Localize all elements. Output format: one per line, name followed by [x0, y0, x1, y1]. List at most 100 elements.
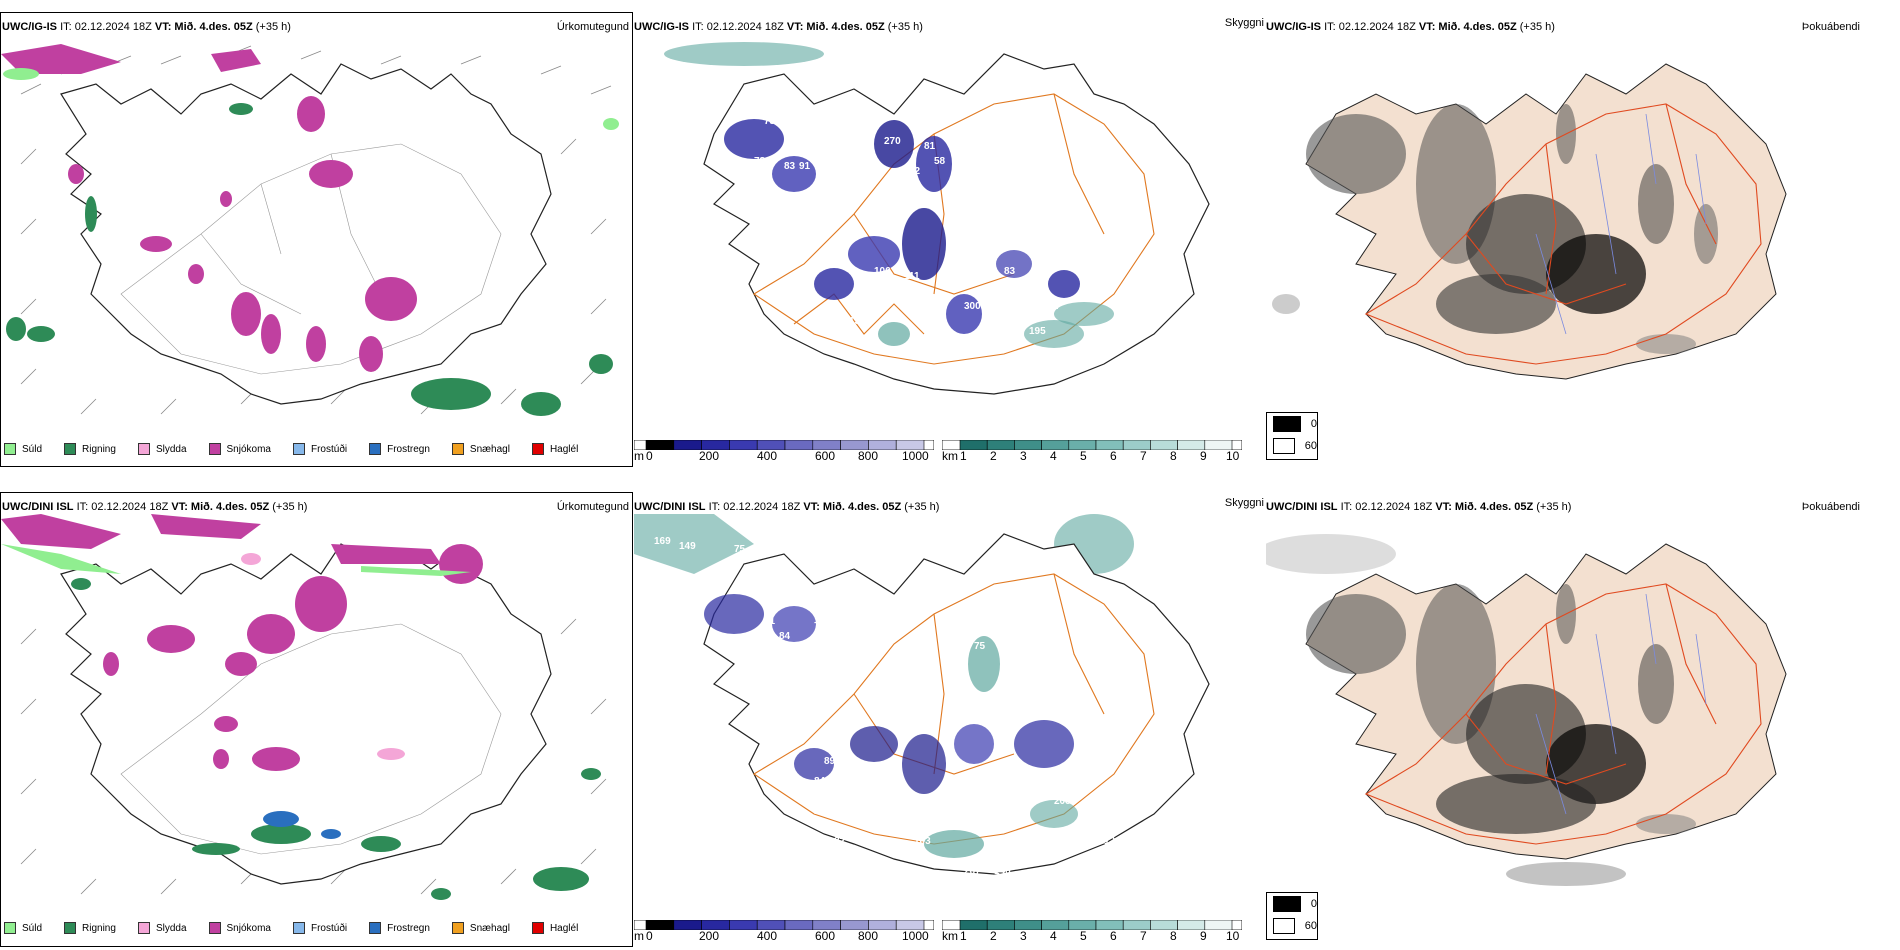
- cloud-base-label: 111: [904, 271, 920, 282]
- precip-map: [1, 514, 607, 900]
- drizzle-areas: [3, 68, 619, 130]
- cloud-base-label: 71: [764, 616, 776, 627]
- fog-panel-top: UWC/IG-IS IT: 02.12.2024 18Z VT: Mið. 4.…: [1266, 12, 1900, 467]
- cloud-base-label: 96: [964, 901, 976, 912]
- visibility-tick: 1: [960, 449, 967, 463]
- visibility-tick: 5: [1080, 929, 1087, 943]
- legend-label: Snjókoma: [226, 922, 271, 934]
- rivers: [1535, 593, 1707, 815]
- swatch: [451, 443, 464, 455]
- swatch: [369, 922, 382, 934]
- visibility-tick: 8: [1170, 449, 1177, 463]
- init-time: IT: 02.12.2024 18Z: [60, 21, 152, 33]
- valid-time: Mið. 4.des. 05Z: [1454, 501, 1534, 513]
- cloud-base-label: 78: [934, 316, 946, 327]
- precip-map: [1, 44, 619, 416]
- rivers: [1535, 113, 1707, 335]
- rain-areas: [6, 103, 613, 416]
- cloud-base-label: 75: [734, 544, 746, 555]
- lead-time: (+35 h): [1519, 21, 1555, 33]
- legend-label: Haglél: [549, 443, 579, 455]
- cloud-base-label: 190: [1114, 381, 1131, 392]
- legend-label: Frostúði: [310, 443, 348, 455]
- legend-label: Snæhagl: [469, 443, 510, 455]
- visibility-tick: 7: [1140, 929, 1147, 943]
- legend-item-sleet: Slydda: [137, 922, 187, 934]
- cloud-base-label: 12: [1104, 836, 1116, 847]
- cloud-base-label: 140: [994, 866, 1011, 877]
- legend-item-sleet: Slydda: [137, 443, 187, 455]
- swatch: [1273, 416, 1301, 432]
- swatch: [369, 443, 382, 455]
- swatch: [292, 443, 305, 455]
- cloud-base-label: 82: [834, 836, 846, 847]
- cloud-base-label: 83: [784, 161, 796, 172]
- cloud-base-label: 207: [934, 346, 951, 357]
- cloud-base-label: 84: [779, 631, 791, 642]
- legend-label: Snæhagl: [469, 922, 510, 934]
- fog-band: [634, 514, 754, 574]
- cloud-base-label: 84: [814, 776, 826, 787]
- legend-label: Rigning: [82, 922, 116, 934]
- cloud-panel-bottom: UWC/DINI ISL IT: 02.12.2024 18Z VT: Mið.…: [634, 492, 1264, 947]
- legend-item-rain: Rigning: [64, 443, 116, 455]
- cloud-base-label: 78: [944, 271, 956, 282]
- swatch: [208, 922, 221, 934]
- cloud-base-label: 132: [804, 141, 821, 152]
- ceiling-colorbar-strip: [634, 919, 935, 931]
- legend-label: Snjókoma: [226, 443, 271, 455]
- swatch: [64, 922, 77, 934]
- cloud-base-label: 110: [994, 376, 1011, 387]
- ceiling-unit: m: [634, 929, 644, 943]
- legend-label: Rigning: [82, 443, 116, 455]
- cloud-base-label: 91: [854, 866, 866, 877]
- cloud-base-label: 75: [974, 641, 986, 652]
- model-name: UWC/IG-IS: [1266, 21, 1321, 33]
- visibility-tick: 3: [1020, 929, 1027, 943]
- panel-right-title: Skyggni: [1224, 17, 1264, 29]
- swatch: [531, 443, 544, 455]
- panel-title: UWC/DINI ISL IT: 02.12.2024 18Z VT: Mið.…: [1266, 501, 1571, 513]
- legend-item-snow-pellets: Snæhagl: [451, 922, 510, 934]
- panel-title: UWC/IG-IS IT: 02.12.2024 18Z VT: Mið. 4.…: [1266, 21, 1555, 33]
- cloud-base-label: 75: [924, 396, 936, 407]
- rain-areas: [71, 578, 601, 900]
- panel-frame: [0, 492, 633, 947]
- cloud-base-label: 217: [1044, 301, 1061, 312]
- cloud-base-label: 182: [984, 786, 1001, 797]
- cloud-base-label: 267: [964, 866, 981, 877]
- ceiling-tick: 400: [757, 449, 778, 463]
- ceiling-unit: m: [634, 449, 644, 463]
- sleet-areas: [241, 553, 405, 760]
- swatch: [292, 922, 305, 934]
- visibility-colorbar: km 1 2 3 4 5 6 7 8 9 10: [941, 437, 1243, 467]
- visibility-tick: 3: [1020, 449, 1027, 463]
- fog-legend-row: 60: [1267, 435, 1317, 457]
- fog-legend-row: 0: [1267, 413, 1317, 435]
- cloud-base-label: 129: [884, 346, 901, 357]
- fog-map: [1272, 63, 1787, 380]
- cloud-base-label: 67: [1004, 781, 1016, 792]
- cloud-base-label: 123: [814, 806, 831, 817]
- visibility-tick: 2: [990, 449, 997, 463]
- swatch: [1273, 918, 1295, 934]
- legend-item-snow: Snjókoma: [208, 922, 271, 934]
- visibility-colorbar-strip: [941, 919, 1243, 931]
- drizzle-areas: [1, 544, 471, 576]
- cloud-base-label: 142: [924, 366, 941, 377]
- fog-shading: [1306, 584, 1696, 886]
- cloud-base-label: 178: [1054, 871, 1071, 882]
- cloud-base-label: 85: [784, 706, 796, 717]
- cloud-base-label: 89: [824, 756, 836, 767]
- fog-legend: 0 60: [1266, 892, 1318, 940]
- legend-item-snow-pellets: Snæhagl: [451, 443, 510, 455]
- fog-map: [1266, 534, 1787, 886]
- colorbar-segment: [729, 439, 758, 451]
- cloud-base-label: 91: [799, 161, 811, 172]
- visibility-tick: 1: [960, 929, 967, 943]
- precip-type-legend: Súld Rigning Slydda Snjókoma Frostúði Fr…: [4, 916, 601, 940]
- swatch: [451, 922, 464, 934]
- cloud-base-label: 113: [844, 316, 861, 327]
